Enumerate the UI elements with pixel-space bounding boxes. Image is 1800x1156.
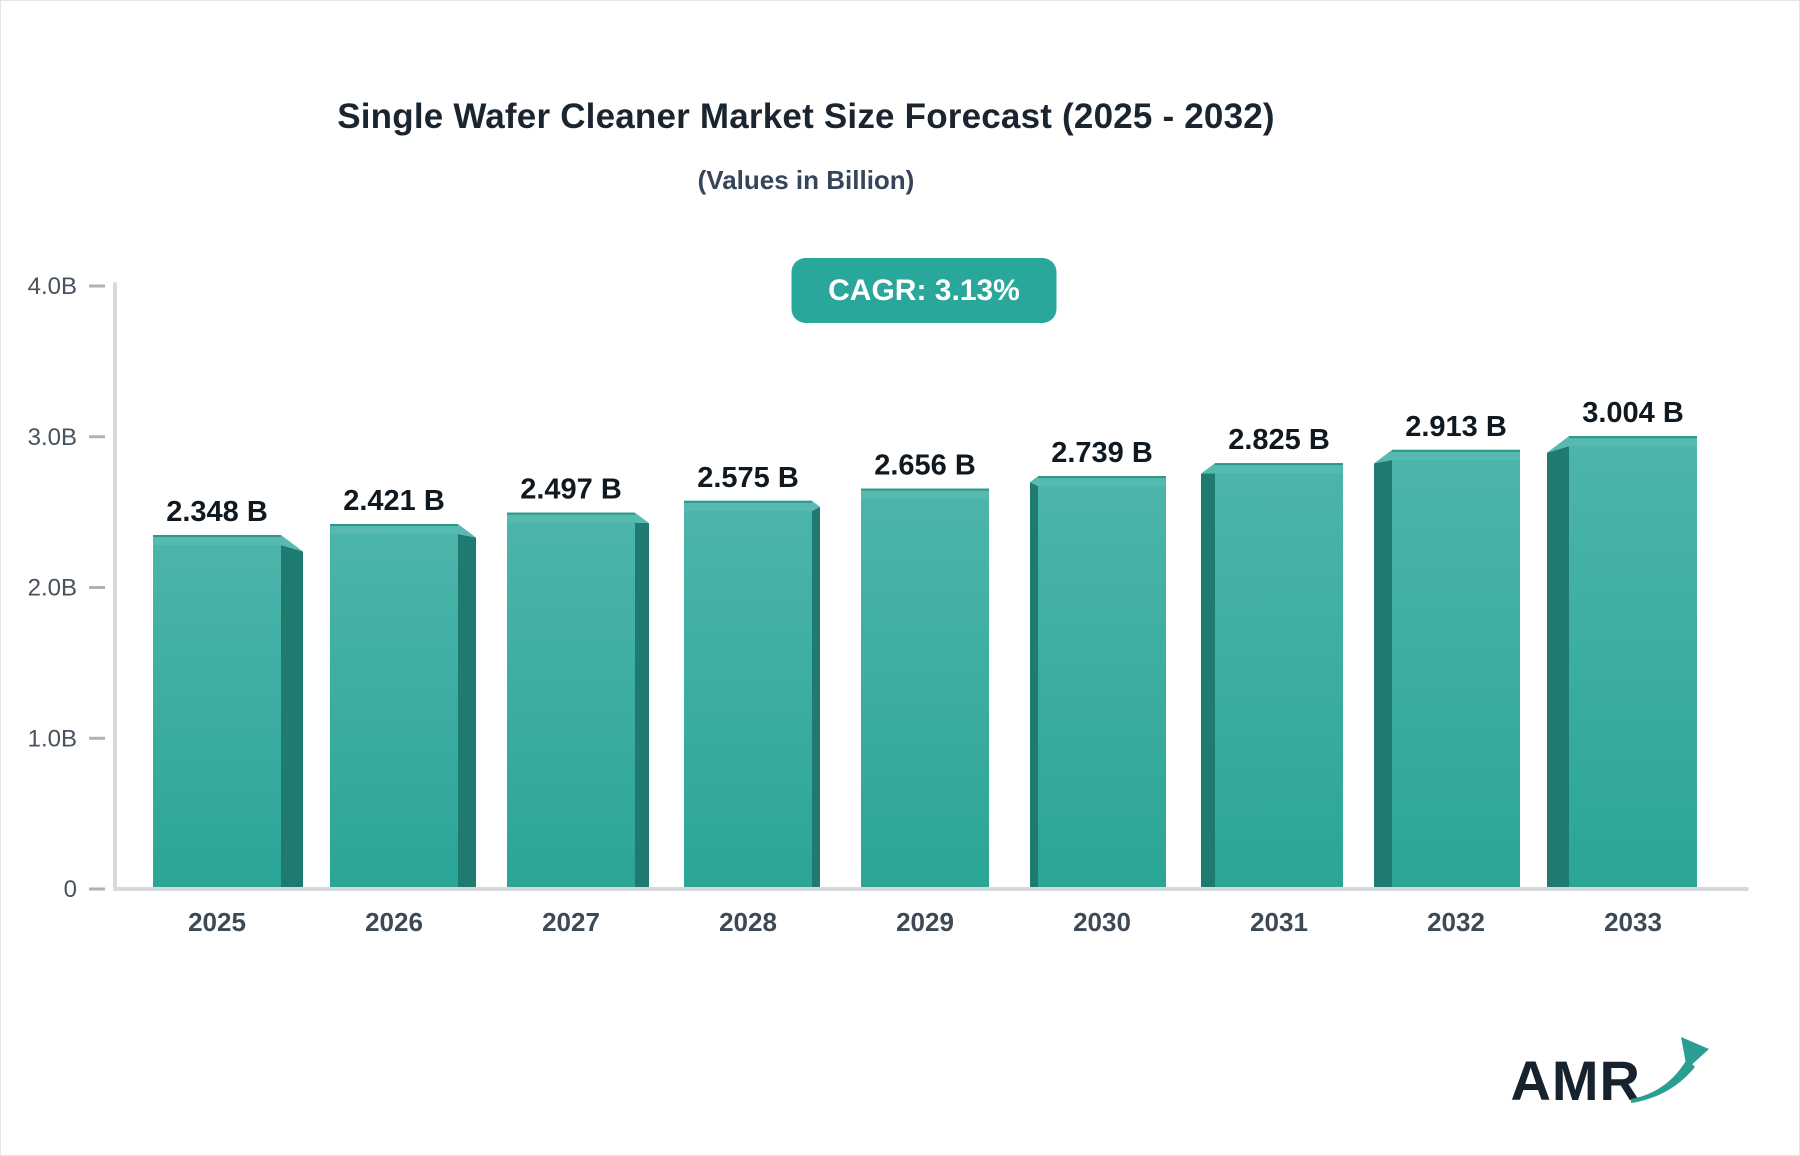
bar-value-label: 2.656 B [874, 450, 976, 482]
bar-top-face [684, 500, 820, 511]
bar-top-rim [861, 488, 989, 491]
bar-side-face [281, 545, 303, 889]
chart-subtitle: (Values in Billion) [697, 165, 915, 195]
y-tick [89, 736, 105, 740]
y-tick-label: 4.0B [28, 273, 77, 300]
bar-2029: 2.656 B 2029 [861, 450, 989, 937]
chart-header: Single Wafer Cleaner Market Size Forecas… [1, 97, 1611, 196]
amr-logo-arrow-icon [1631, 1037, 1709, 1103]
bar-face [330, 524, 458, 889]
bar-value-label: 3.004 B [1582, 397, 1684, 429]
bar-top-face [1547, 436, 1697, 453]
bar-value-label: 2.825 B [1228, 424, 1330, 456]
x-category-label: 2030 [1073, 907, 1131, 937]
bar-top-face [330, 524, 476, 538]
bar-face [861, 488, 989, 889]
y-tick-label: 0 [64, 876, 77, 903]
amr-logo-text: AMR [1510, 1049, 1641, 1112]
bar-2033: 3.004 B 2033 [1547, 397, 1697, 937]
bar-value-label: 2.575 B [697, 462, 799, 494]
y-tick [89, 284, 105, 288]
bar-value-label: 2.913 B [1405, 411, 1507, 443]
x-category-label: 2027 [542, 907, 600, 937]
bar-face [1038, 476, 1166, 889]
bar-top-face [1201, 463, 1343, 474]
bar-side-face [458, 534, 476, 889]
bar-2032: 2.913 B 2032 [1374, 411, 1520, 937]
bar-top-rim [1038, 476, 1166, 479]
y-tick [89, 586, 105, 589]
bar-top-rim [330, 524, 458, 527]
bar-top-rim [153, 535, 281, 538]
bar-side-face [1030, 482, 1038, 889]
bar-value-label: 2.739 B [1051, 437, 1153, 469]
cagr-badge: CAGR: 3.13% [791, 258, 1057, 323]
bar-face [1215, 463, 1343, 889]
bar-top-rim [507, 512, 635, 515]
x-category-label: 2025 [188, 907, 246, 937]
x-category-label: 2031 [1250, 907, 1308, 937]
bar-value-label: 2.497 B [520, 474, 622, 506]
amr-logo: AMR [1510, 1027, 1713, 1109]
bar-2025: 2.348 B 2025 [153, 496, 303, 937]
bar-side-face [1374, 459, 1392, 889]
bar-top-rim [1215, 463, 1343, 466]
x-category-label: 2028 [719, 907, 777, 937]
bar-2027: 2.497 B 2027 [507, 474, 649, 937]
bar-side-face [1547, 446, 1569, 889]
page-title: Single Wafer Cleaner Market Size Forecas… [337, 97, 1275, 136]
bar-face [153, 535, 281, 889]
bar-side-face [812, 506, 820, 889]
bar-top-face [153, 535, 303, 552]
bar-side-face [635, 522, 649, 889]
bar-face [684, 500, 812, 889]
y-tick [89, 887, 105, 891]
bar-2026: 2.421 B 2026 [330, 485, 476, 937]
bar-top-face [861, 488, 989, 499]
bar-side-face [1201, 473, 1215, 889]
bar-top-face [1030, 476, 1166, 487]
bar-2028: 2.575 B 2028 [684, 462, 820, 937]
y-tick-label: 2.0B [28, 575, 77, 602]
bar-value-label: 2.348 B [166, 496, 268, 528]
x-category-label: 2033 [1604, 907, 1662, 937]
bar-face [1392, 449, 1520, 889]
bar-top-face [1374, 449, 1520, 464]
x-category-label: 2029 [896, 907, 954, 937]
bar-2030: 2.739 B 2030 [1030, 437, 1166, 937]
x-axis-line [113, 887, 1749, 891]
bar-face [507, 512, 635, 889]
x-category-label: 2032 [1427, 907, 1485, 937]
y-tick-label: 3.0B [28, 424, 77, 451]
y-axis-line [113, 282, 117, 889]
bar-face [1569, 436, 1697, 889]
bar-top-face [507, 512, 649, 524]
bar-top-rim [684, 500, 812, 503]
bar-top-rim [1569, 436, 1697, 439]
y-tick-label: 1.0B [28, 725, 77, 752]
y-tick [89, 435, 105, 439]
bar-top-rim [1392, 449, 1520, 452]
bar-value-label: 2.421 B [343, 485, 445, 517]
bar-2031: 2.825 B 2031 [1201, 424, 1343, 937]
x-category-label: 2026 [365, 907, 423, 937]
